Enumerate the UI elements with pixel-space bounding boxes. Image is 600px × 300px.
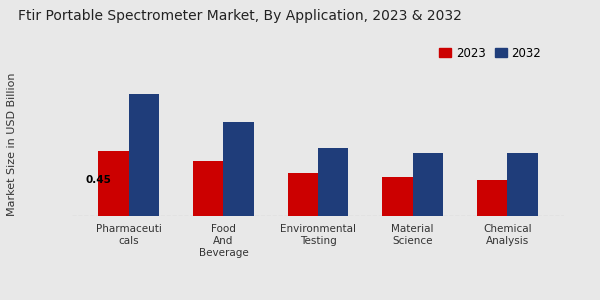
Bar <box>193 161 223 216</box>
Bar <box>223 122 254 216</box>
Text: Market Size in USD Billion: Market Size in USD Billion <box>7 72 17 216</box>
Bar <box>382 177 413 216</box>
Legend: 2023, 2032: 2023, 2032 <box>434 42 546 64</box>
Bar <box>318 148 348 216</box>
Bar <box>98 151 129 216</box>
Text: 0.45: 0.45 <box>86 176 112 185</box>
Bar <box>288 173 318 216</box>
Text: Ftir Portable Spectrometer Market, By Application, 2023 & 2032: Ftir Portable Spectrometer Market, By Ap… <box>18 9 462 23</box>
Bar <box>129 94 159 216</box>
Bar <box>477 180 507 216</box>
Bar <box>413 153 443 216</box>
Bar <box>507 153 538 216</box>
